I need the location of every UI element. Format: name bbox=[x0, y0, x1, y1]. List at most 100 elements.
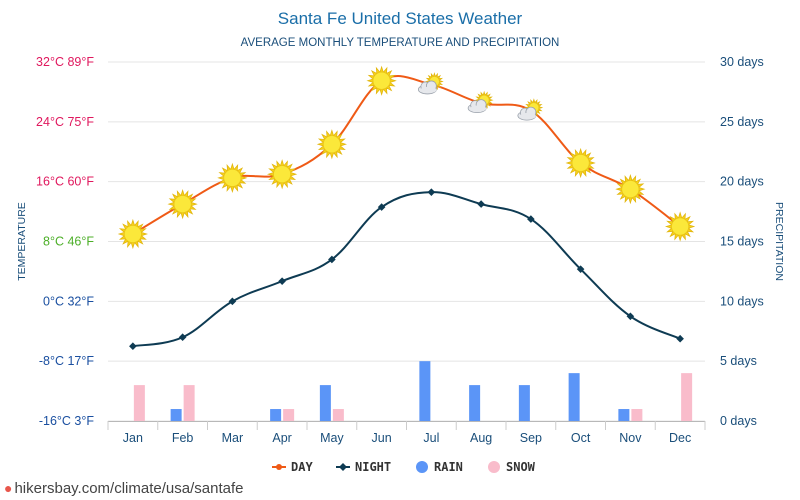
sun-icon bbox=[366, 65, 397, 96]
legend-label: RAIN bbox=[434, 460, 463, 474]
night-point bbox=[178, 333, 187, 342]
sun-icon bbox=[665, 211, 696, 242]
y-right-tick-label: 15 days bbox=[720, 235, 764, 249]
legend-night-diamond-icon bbox=[339, 463, 347, 471]
snow-bar bbox=[332, 409, 344, 421]
night-point bbox=[129, 342, 137, 351]
snow-bar bbox=[681, 373, 693, 421]
rain-bar bbox=[170, 409, 182, 421]
weather-icons bbox=[117, 65, 696, 250]
snow-bar bbox=[133, 385, 145, 421]
night-point bbox=[576, 265, 585, 273]
chart-subtitle: AVERAGE MONTHLY TEMPERATURE AND PRECIPIT… bbox=[241, 37, 560, 49]
cloud-fill bbox=[519, 112, 536, 120]
night-point bbox=[328, 255, 336, 264]
x-tick-label: Apr bbox=[272, 431, 291, 445]
legend-item-night: NIGHT bbox=[336, 460, 391, 474]
night-point bbox=[676, 334, 684, 343]
night-point bbox=[527, 215, 535, 223]
sun-core bbox=[671, 217, 690, 236]
y-left-tick-label: 16°C 60°F bbox=[36, 175, 94, 189]
y-left-tick-label: -8°C 17°F bbox=[39, 354, 95, 368]
legend-item-day: DAY bbox=[272, 460, 313, 474]
y-right-tick-label: 5 days bbox=[720, 354, 757, 368]
night-point bbox=[377, 203, 386, 211]
precipitation-bars bbox=[133, 361, 693, 421]
sun-cloud-icon bbox=[417, 72, 444, 95]
y-right-tick-label: 30 days bbox=[720, 55, 764, 69]
rain-bar bbox=[419, 361, 431, 421]
x-tick-label: Jan bbox=[123, 431, 143, 445]
legend-snow-dot-icon bbox=[488, 461, 500, 473]
legend-item-rain: RAIN bbox=[416, 460, 463, 474]
x-tick-label: May bbox=[320, 431, 344, 445]
sun-core bbox=[173, 195, 192, 214]
y-right-axis-title: PRECIPITATION bbox=[773, 202, 785, 281]
chart-title: Santa Fe United States Weather bbox=[278, 9, 523, 28]
y-left-tick-label: 0°C 32°F bbox=[43, 294, 94, 308]
sun-core bbox=[372, 71, 391, 90]
night-point bbox=[477, 200, 485, 208]
legend-label: SNOW bbox=[506, 460, 536, 474]
sun-icon bbox=[615, 174, 646, 205]
cloud-icon bbox=[517, 106, 537, 121]
sun-cloud-icon bbox=[517, 98, 544, 121]
day-temperature-line bbox=[132, 75, 681, 235]
sun-core bbox=[223, 168, 242, 187]
source-link-text: hikersbay.com/climate/usa/santafe bbox=[14, 480, 244, 497]
cloud-fill bbox=[420, 86, 437, 94]
y-right-tick-label: 10 days bbox=[720, 294, 764, 308]
y-left-tick-label: -16°C 3°F bbox=[39, 414, 95, 428]
snow-bar bbox=[183, 385, 195, 421]
x-tick-label: Sep bbox=[520, 431, 542, 445]
location-pin-icon: ● bbox=[4, 480, 13, 496]
cloud-fill bbox=[470, 105, 487, 112]
y-left-tick-label: 32°C 89°F bbox=[36, 55, 94, 69]
sun-core bbox=[322, 135, 341, 154]
sun-icon bbox=[266, 159, 298, 190]
temperature-lines bbox=[129, 75, 684, 351]
sun-icon bbox=[217, 162, 248, 194]
legend-rain-dot-icon bbox=[416, 461, 428, 473]
night-point bbox=[278, 277, 286, 285]
sun-icon bbox=[167, 188, 198, 220]
snow-bar bbox=[631, 409, 643, 421]
night-temperature-line bbox=[132, 191, 681, 348]
axes: 32°C 89°F 24°C 75°F 16°C 60°F 8°C 46°F 0°C 3… bbox=[16, 55, 785, 445]
rain-bar bbox=[469, 385, 481, 421]
cloud-icon bbox=[417, 80, 437, 95]
legend-item-snow: SNOW bbox=[488, 460, 536, 474]
x-tick-label: Jun bbox=[372, 431, 392, 445]
x-tick-label: Nov bbox=[619, 431, 642, 445]
sun-core bbox=[571, 153, 590, 173]
legend-label: NIGHT bbox=[355, 460, 391, 474]
sun-icon bbox=[316, 129, 348, 160]
legend: DAY NIGHT RAIN SNOW bbox=[272, 460, 536, 474]
sun-core bbox=[621, 180, 640, 199]
rain-bar bbox=[270, 409, 282, 421]
legend-label: DAY bbox=[291, 460, 313, 474]
night-point bbox=[228, 297, 237, 306]
cloud-icon bbox=[467, 99, 487, 114]
sun-core bbox=[123, 224, 142, 244]
source-watermark[interactable]: ● hikersbay.com/climate/usa/santafe bbox=[4, 480, 243, 497]
night-point bbox=[427, 188, 436, 196]
x-tick-label: Dec bbox=[669, 431, 691, 445]
rain-bar bbox=[319, 385, 331, 421]
sun-cloud-icon bbox=[467, 90, 494, 114]
snow-bar bbox=[283, 409, 295, 421]
rain-bar bbox=[518, 385, 530, 421]
sun-core bbox=[273, 165, 292, 184]
sun-icon bbox=[565, 147, 596, 179]
y-right-tick-label: 0 days bbox=[720, 414, 757, 428]
sun-icon bbox=[117, 218, 149, 250]
x-tick-label: Oct bbox=[571, 431, 591, 445]
rain-bar bbox=[568, 373, 580, 421]
night-point bbox=[626, 312, 635, 321]
rain-bar bbox=[618, 409, 630, 421]
y-left-tick-label: 24°C 75°F bbox=[36, 115, 94, 129]
grid bbox=[108, 61, 705, 422]
x-tick-label: Aug bbox=[470, 431, 492, 445]
legend-day-dot-icon bbox=[276, 464, 282, 470]
